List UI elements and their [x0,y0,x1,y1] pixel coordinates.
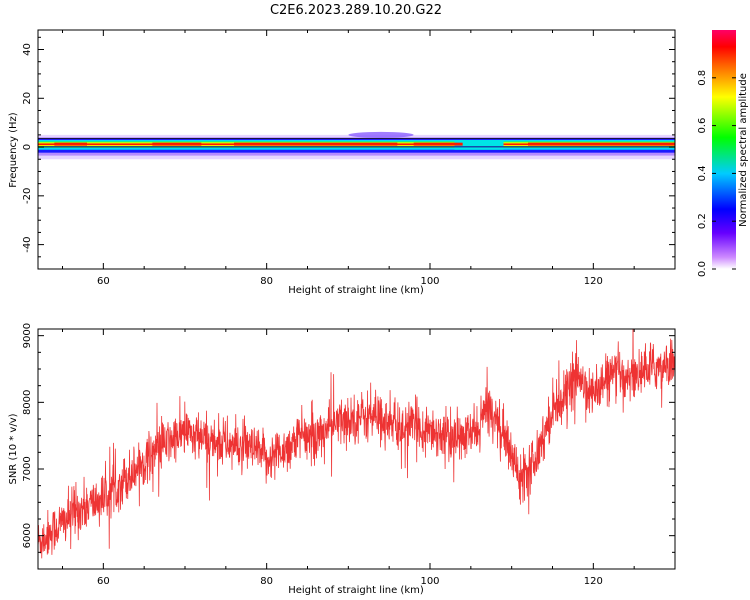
spectrum-y-tick-label: 0 [22,144,33,150]
colorbar-tick-label: 0.0 [697,261,708,277]
snr-x-axis-label: Height of straight line (km) [288,585,424,596]
snr-y-tick-label: 7000 [22,456,33,481]
snr-x-tick-label: 80 [260,576,273,587]
colorbar-tick-label: 0.2 [697,213,708,229]
spectrum-y-tick-label: -20 [22,188,33,204]
band-red-patch [413,142,463,146]
spectral-band [38,131,675,160]
spectrum-x-tick-label: 80 [260,276,273,287]
snr-series-line [38,329,675,559]
colorbar-tick-label: 0.6 [697,118,708,134]
figure-title: C2E6.2023.289.10.20.G22 [270,3,442,18]
spectrum-panel: 60 80 100 120 40 20 0 -20 -40 Height of straight… [8,29,676,296]
band-red-patch [528,142,675,146]
spectrum-plot-frame [37,29,676,270]
snr-panel: 60 80 100 120 9000 8000 7000 6000 Height of str… [8,323,676,596]
snr-y-tick-label: 8000 [22,390,33,415]
snr-x-tick-label: 60 [97,576,110,587]
spectrum-x-tick-label: 100 [420,276,439,287]
colorbar-ticks: 0.0 0.2 0.4 0.6 0.8 [697,70,736,277]
snr-x-tick-label: 120 [584,576,603,587]
spectrum-y-tick-label: 40 [22,43,33,56]
colorbar-tick-label: 0.4 [697,165,708,181]
colorbar-label: Normalized spectral amplitude [738,73,749,227]
colorbar: 0.0 0.2 0.4 0.6 0.8 Normalized spectral ampl… [697,30,749,277]
band-red-patch [54,142,87,146]
band-cyan-region [454,139,504,150]
spectrum-y-tick-label: -40 [22,236,33,252]
spectrum-y-axis-label: Frequency (Hz) [8,112,19,188]
snr-x-tick-label: 100 [420,576,439,587]
snr-plot-frame [37,328,676,570]
spectrum-x-tick-label: 120 [584,276,603,287]
snr-y-axis-label: SNR (10 * v/v) [8,413,19,484]
snr-ticks: 60 80 100 120 9000 8000 7000 6000 [22,323,676,587]
spectrum-y-tick-label: 20 [22,92,33,105]
snr-y-tick-label: 6000 [22,523,33,548]
band-fringe-bulge [348,131,414,138]
snr-y-tick-label: 9000 [22,323,33,348]
colorbar-tick-label: 0.8 [697,70,708,86]
band-red-patch [152,142,202,146]
spectrum-x-tick-label: 60 [97,276,110,287]
spectrum-ticks: 60 80 100 120 40 20 0 -20 -40 [22,30,676,287]
band-red-patch [234,142,398,146]
colorbar-gradient [712,30,736,269]
spectrum-x-axis-label: Height of straight line (km) [288,285,424,296]
